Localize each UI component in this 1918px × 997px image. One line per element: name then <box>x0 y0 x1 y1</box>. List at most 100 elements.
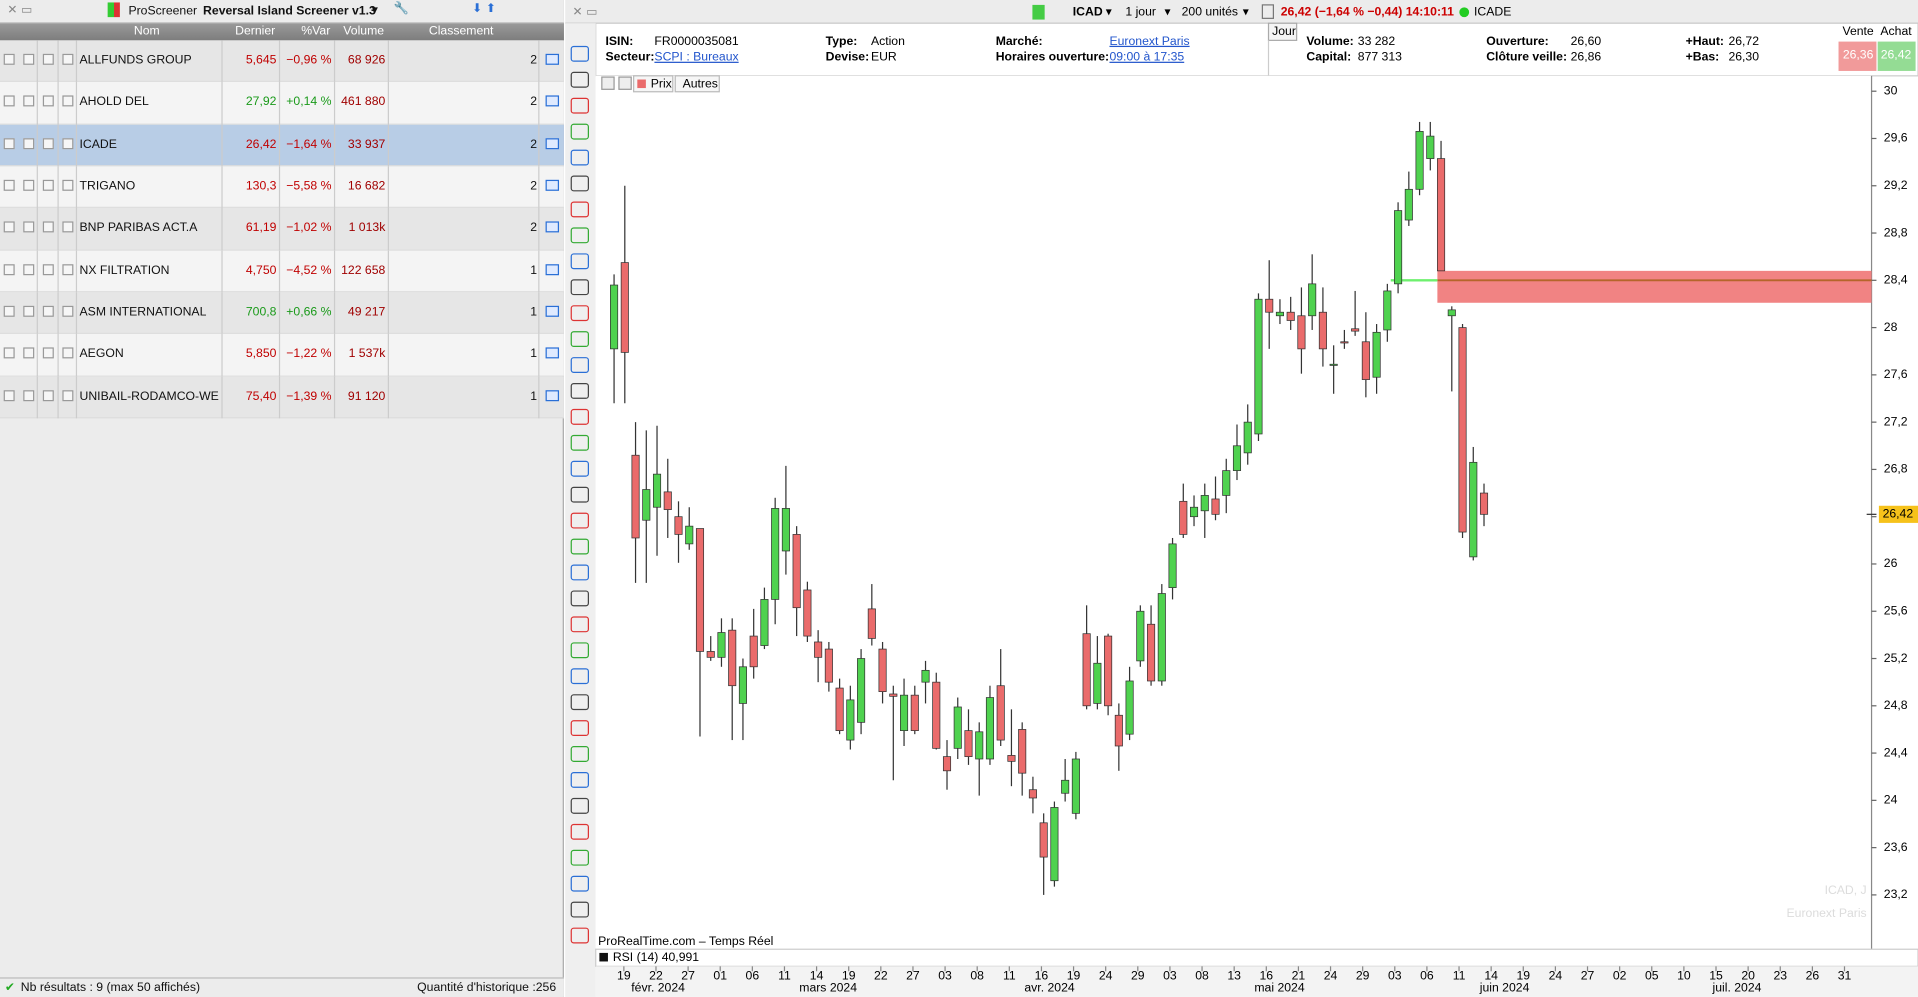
tool-icon[interactable] <box>570 927 589 944</box>
tool-icon[interactable] <box>570 823 589 840</box>
wrench-icon[interactable]: 🔧 <box>393 2 410 16</box>
tool-icon[interactable] <box>570 201 589 218</box>
close-icon[interactable]: ✕ ▭ <box>7 3 33 18</box>
tool-icon[interactable] <box>570 253 589 270</box>
tool-icon[interactable] <box>570 590 589 607</box>
units[interactable]: 200 unités <box>1182 4 1238 18</box>
info-icon[interactable] <box>1261 4 1275 19</box>
result-row[interactable]: ICADE 26,42 −1,64 % 33 937 2 <box>0 124 564 167</box>
x-tick-label: 11 <box>1003 968 1016 982</box>
candle-body <box>932 681 941 749</box>
dropdown-arrow[interactable]: ▾ <box>1106 4 1112 18</box>
candle-body <box>835 687 844 731</box>
close-icon[interactable]: ✕ ▭ <box>572 4 597 18</box>
last-price: 26,42 <box>245 137 277 152</box>
tool-icon[interactable] <box>570 538 589 555</box>
tool-icon[interactable] <box>570 512 589 529</box>
result-row[interactable]: AEGON 5,850 −1,22 % 1 537k 1 <box>0 334 564 377</box>
y-tick-label: 23,6 <box>1884 840 1908 854</box>
buy-box[interactable] <box>1877 41 1916 71</box>
row-icon <box>23 347 35 359</box>
dropdown-arrow[interactable]: ▾ <box>371 3 379 18</box>
x-tick-label: 06 <box>746 968 760 982</box>
y-tick-label: 23,2 <box>1884 887 1908 901</box>
status-bar: ✔ Nb résultats : 9 (max 50 affichés) Qua… <box>0 977 564 997</box>
tool-icon[interactable] <box>570 382 589 399</box>
period[interactable]: 1 jour <box>1125 4 1156 18</box>
tool-icon[interactable] <box>570 97 589 114</box>
candle-body <box>620 262 629 353</box>
tool-icon[interactable] <box>570 149 589 166</box>
tool-icon[interactable] <box>570 694 589 711</box>
candle-body <box>1232 445 1242 471</box>
tool-icon[interactable] <box>570 331 589 348</box>
candle-body <box>1082 633 1091 707</box>
tool-icon[interactable] <box>570 71 589 88</box>
tool-icon[interactable] <box>570 227 589 244</box>
candle-body <box>1437 158 1446 272</box>
tool-icon[interactable] <box>570 408 589 425</box>
panel-button <box>601 76 615 90</box>
tool-icon[interactable] <box>570 668 589 685</box>
app-name[interactable]: ProScreener <box>128 4 198 19</box>
field-value[interactable]: 09:00 à 17:35 <box>1109 50 1184 64</box>
tool-icon[interactable] <box>570 123 589 140</box>
download-icon[interactable]: ⬇ ⬆ <box>472 2 497 16</box>
candle-body <box>1028 789 1037 799</box>
dropdown-arrow[interactable]: ▾ <box>1243 4 1249 18</box>
result-row[interactable]: ALLFUNDS GROUP 5,645 −0,96 % 68 926 2 <box>0 40 564 83</box>
tool-icon[interactable] <box>570 849 589 866</box>
x-tick-label: 19 <box>617 968 631 982</box>
tool-icon[interactable] <box>570 746 589 762</box>
result-row[interactable]: ASM INTERNATIONAL 700,8 +0,66 % 49 217 1 <box>0 292 564 335</box>
tool-icon[interactable] <box>570 901 589 918</box>
x-tick-label: 02 <box>1613 968 1627 982</box>
tool-icon[interactable] <box>570 175 589 192</box>
tool-icon[interactable] <box>570 642 589 659</box>
tool-icon[interactable] <box>570 460 589 477</box>
result-row[interactable]: TRIGANO 130,3 −5,58 % 16 682 2 <box>0 166 564 209</box>
cell-separator <box>75 208 78 251</box>
tool-icon[interactable] <box>570 797 589 814</box>
tab[interactable] <box>674 75 720 93</box>
tool-icon[interactable] <box>570 45 589 62</box>
tool-icon[interactable] <box>570 875 589 892</box>
name: AHOLD DEL <box>79 95 149 110</box>
field-value[interactable]: SCPI : Bureaux <box>654 50 738 64</box>
cell-separator <box>221 208 223 251</box>
row-icon <box>62 263 74 275</box>
volume: 1 013k <box>348 221 386 236</box>
tool-sidebar <box>565 23 596 997</box>
candle-body <box>1340 341 1349 344</box>
field-value[interactable]: Euronext Paris <box>1109 34 1189 48</box>
tool-icon[interactable] <box>570 279 589 296</box>
candle-body <box>1157 593 1166 682</box>
tool-icon[interactable] <box>570 434 589 451</box>
tool-icon[interactable] <box>570 564 589 581</box>
tool-icon[interactable] <box>570 486 589 503</box>
tool-icon[interactable] <box>570 720 589 737</box>
candle-body <box>1147 623 1156 682</box>
result-row[interactable]: BNP PARIBAS ACT.A 61,19 −1,02 % 1 013k 2 <box>0 208 564 251</box>
period-tab[interactable] <box>1267 22 1298 41</box>
candle-body <box>975 731 984 760</box>
result-row[interactable]: NX FILTRATION 4,750 −4,52 % 122 658 1 <box>0 250 564 293</box>
dropdown-arrow[interactable]: ▾ <box>1165 4 1171 18</box>
field-label: +Haut: <box>1686 34 1724 48</box>
tool-icon[interactable] <box>570 357 589 373</box>
symbol[interactable]: ICAD <box>1073 4 1103 18</box>
x-tick-label: 22 <box>874 968 888 982</box>
period-tab-label[interactable]: Jour <box>1272 24 1296 38</box>
sell-box[interactable] <box>1838 41 1877 71</box>
result-row[interactable]: AHOLD DEL 27,92 +0,14 % 461 880 2 <box>0 82 564 125</box>
screener-name[interactable]: Reversal Island Screener v1.3 <box>203 4 376 19</box>
instrument-name: ICADE <box>1474 4 1511 18</box>
tool-icon[interactable] <box>570 616 589 633</box>
candle-body <box>942 756 952 772</box>
tool-icon[interactable] <box>570 305 589 322</box>
result-row[interactable]: UNIBAIL-RODAMCO-WE 75,40 −1,39 % 91 120 1 <box>0 376 564 419</box>
x-tick-label: 16 <box>1035 968 1049 982</box>
x-tick-label: 01 <box>713 968 727 982</box>
result-table: ALLFUNDS GROUP 5,645 −0,96 % 68 926 2 AHOLD D… <box>0 40 564 419</box>
tool-icon[interactable] <box>570 771 589 788</box>
